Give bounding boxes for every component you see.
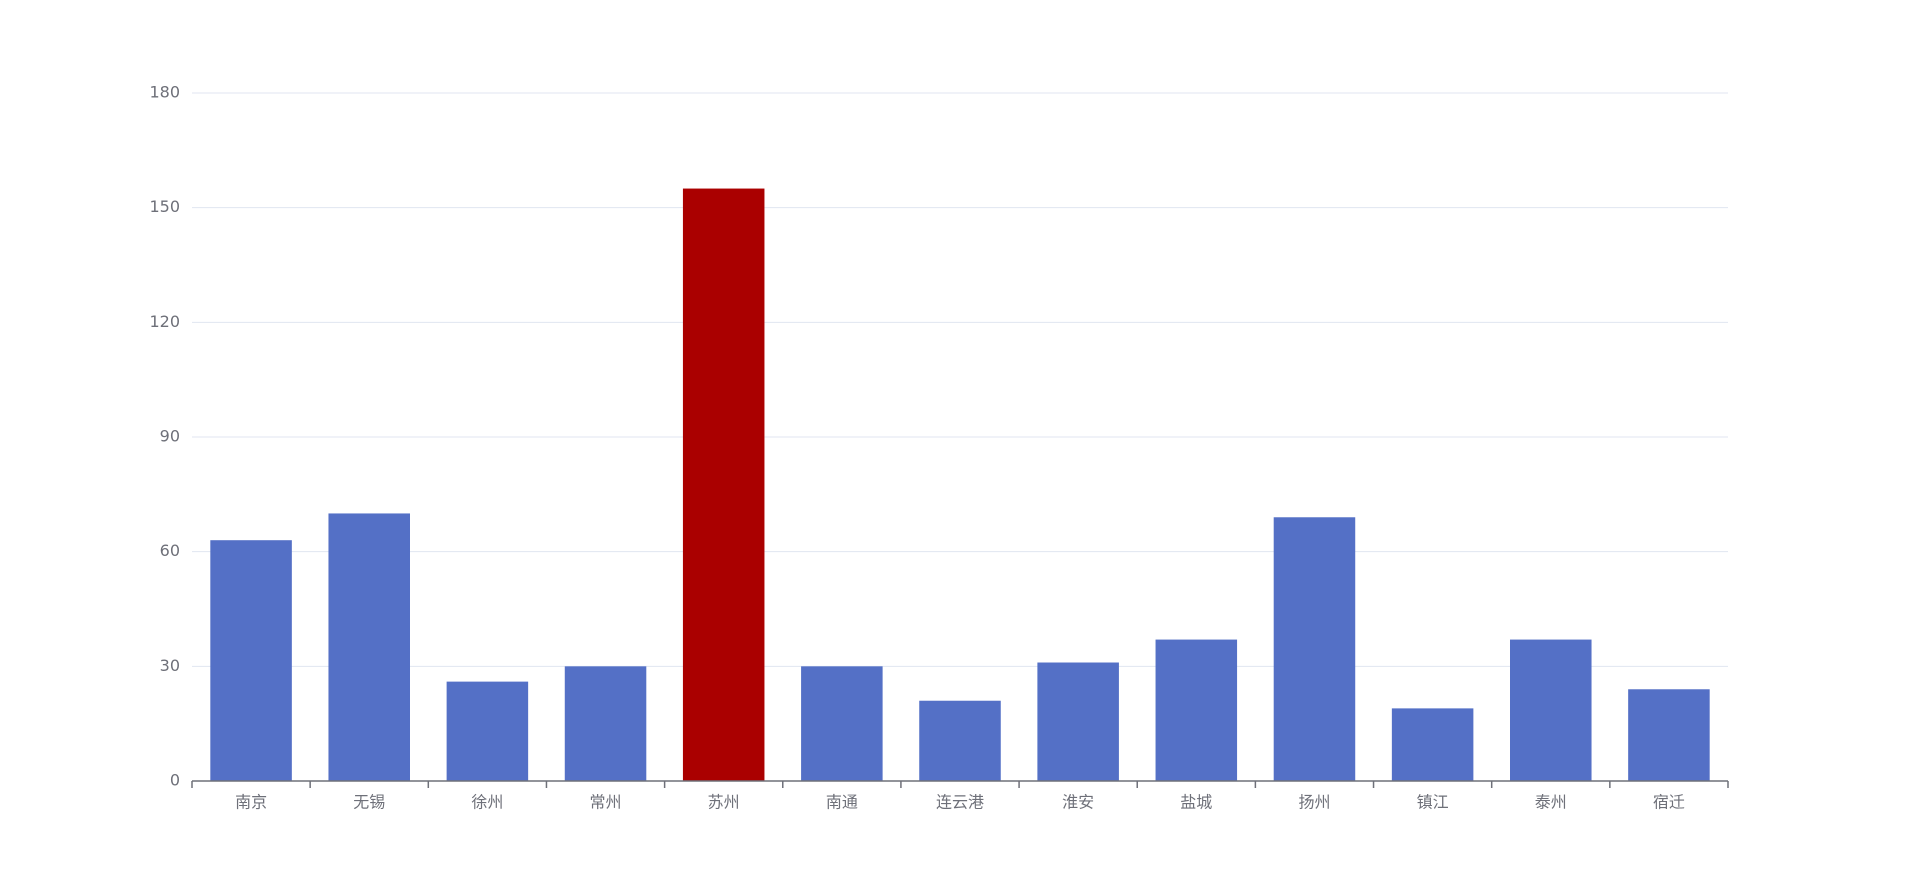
y-tick-label: 90 (160, 427, 180, 446)
bar (1391, 708, 1474, 781)
x-tick-label: 盐城 (1180, 793, 1212, 812)
x-tick-label: 无锡 (353, 793, 385, 812)
bar (682, 188, 765, 782)
x-tick-label: 苏州 (708, 793, 740, 812)
bar (1628, 689, 1710, 781)
y-tick-label: 150 (149, 197, 180, 216)
x-tick-label: 镇江 (1417, 793, 1449, 812)
x-tick-label: 南通 (826, 793, 858, 812)
y-tick-label: 0 (170, 771, 180, 790)
x-tick-label: 常州 (590, 793, 622, 812)
y-tick-label: 30 (160, 656, 180, 675)
y-tick-label: 60 (160, 541, 180, 560)
bar (446, 681, 529, 781)
bar (919, 700, 1001, 781)
y-tick-label: 120 (149, 312, 180, 331)
bar (1273, 517, 1356, 781)
x-tick-label: 连云港 (936, 793, 984, 812)
bar (210, 540, 292, 781)
x-tick-label: 扬州 (1298, 793, 1330, 812)
y-tick-label: 180 (149, 83, 180, 102)
bar (1037, 662, 1119, 781)
bar (801, 666, 883, 781)
bar (564, 666, 647, 781)
bar (328, 513, 410, 781)
bar (1155, 639, 1238, 781)
bar (1510, 639, 1592, 781)
x-tick-label: 淮安 (1062, 793, 1094, 812)
x-tick-label: 徐州 (471, 793, 503, 812)
x-tick-label: 泰州 (1535, 793, 1567, 812)
x-tick-label: 宿迁 (1653, 793, 1685, 812)
x-tick-label: 南京 (235, 793, 267, 812)
